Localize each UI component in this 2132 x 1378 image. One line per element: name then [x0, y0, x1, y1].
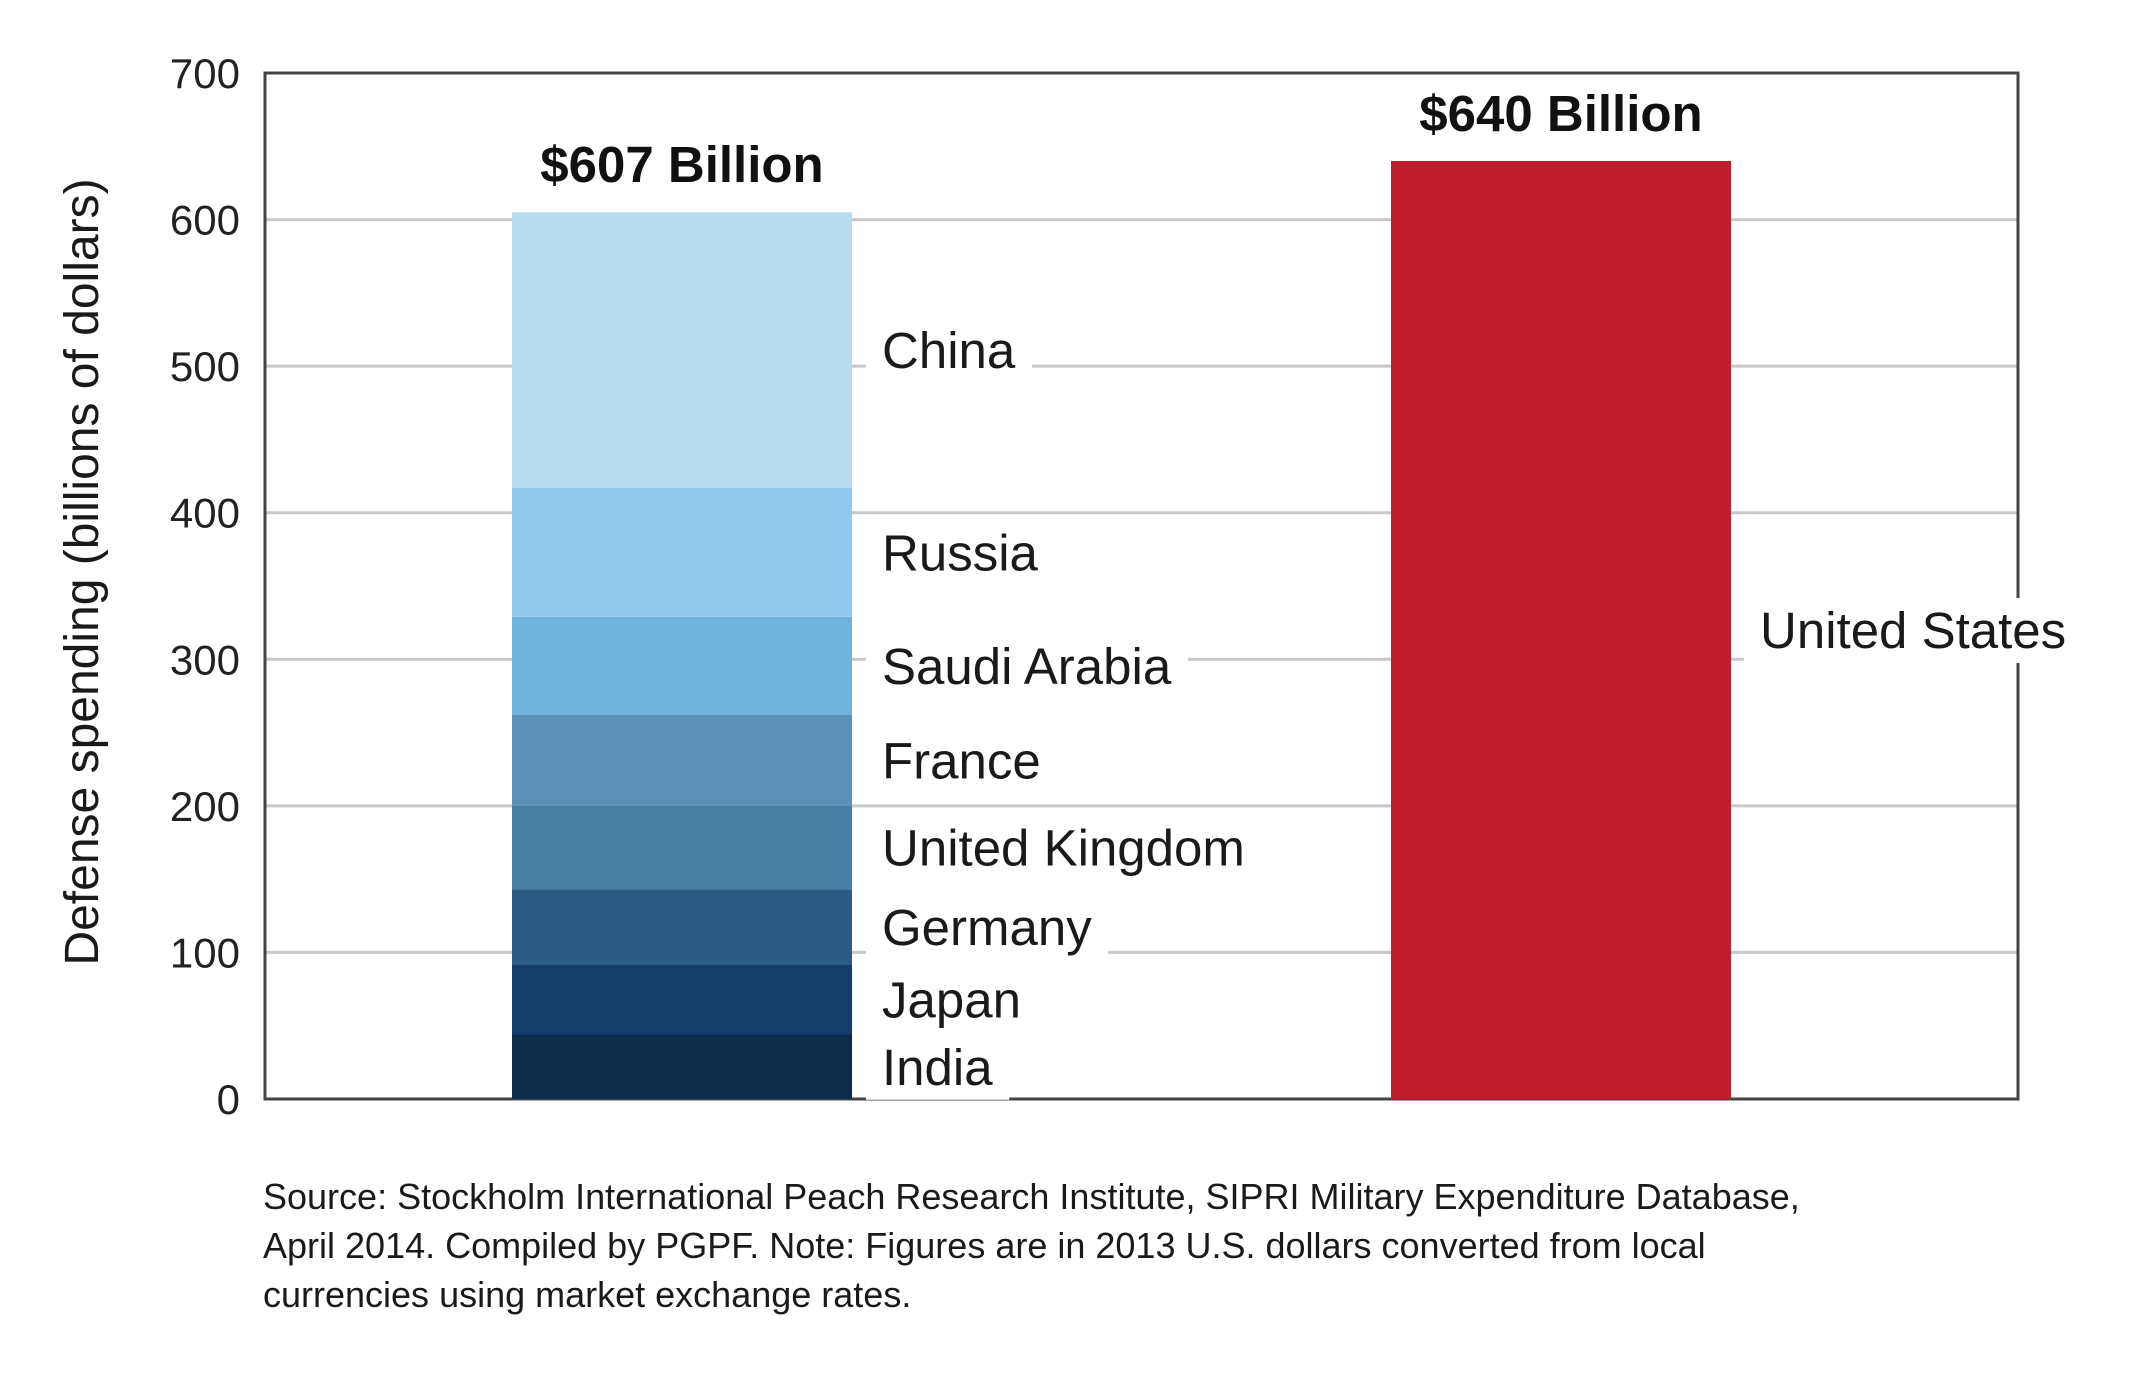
- y-axis-label: Defense spending (billions of dollars): [56, 178, 109, 965]
- segment-label: Russia: [882, 524, 1039, 581]
- segment-label-backing: [866, 1034, 1010, 1100]
- segment-label-backing: [866, 967, 1037, 1033]
- bar-segment-china: [512, 212, 852, 488]
- y-tick-label: 700: [170, 50, 240, 97]
- bar-segment-russia: [512, 487, 852, 617]
- bar-total-label: $607 Billion: [540, 136, 823, 193]
- segment-label-backing: [1744, 597, 2083, 663]
- segment-label: Japan: [882, 971, 1021, 1028]
- bar-segment-germany: [512, 889, 852, 965]
- y-tick-label: 500: [170, 343, 240, 390]
- segment-label-backing: [866, 815, 1261, 881]
- y-tick-label: 400: [170, 490, 240, 537]
- bar-segment-saudi-arabia: [512, 616, 852, 715]
- segment-label: China: [882, 322, 1016, 379]
- y-tick-label: 200: [170, 783, 240, 830]
- y-tick-label: 0: [217, 1076, 240, 1123]
- source-note: Source: Stockholm International Peach Re…: [263, 1172, 2043, 1319]
- bar-segment-united-states: [1391, 160, 1731, 1099]
- source-line: currencies using market exchange rates.: [263, 1274, 912, 1315]
- bar-segment-united-kingdom: [512, 805, 852, 890]
- segment-label-backing: [866, 894, 1109, 960]
- bar-segment-india: [512, 1034, 852, 1099]
- segment-label-backing: [866, 520, 1055, 586]
- source-line: April 2014. Compiled by PGPF. Note: Figu…: [263, 1225, 1706, 1266]
- bar-segment-japan: [512, 964, 852, 1035]
- bar-total-label: $640 Billion: [1419, 85, 1702, 142]
- segment-label: United Kingdom: [882, 820, 1245, 877]
- plot-frame: [263, 71, 2020, 1101]
- segment-label: France: [882, 732, 1041, 789]
- segment-label-backing: [866, 318, 1032, 384]
- segment-label: Germany: [882, 899, 1092, 956]
- segment-label: India: [882, 1039, 993, 1096]
- segment-label: United States: [1760, 602, 2066, 659]
- source-line: Source: Stockholm International Peach Re…: [263, 1176, 1800, 1217]
- bar-segment-france: [512, 714, 852, 806]
- y-tick-label: 100: [170, 929, 240, 976]
- segment-label-backing: [866, 728, 1057, 794]
- y-tick-label: 600: [170, 197, 240, 244]
- segment-label-backing: [866, 633, 1188, 699]
- segment-label: Saudi Arabia: [882, 638, 1172, 695]
- y-tick-label: 300: [170, 636, 240, 683]
